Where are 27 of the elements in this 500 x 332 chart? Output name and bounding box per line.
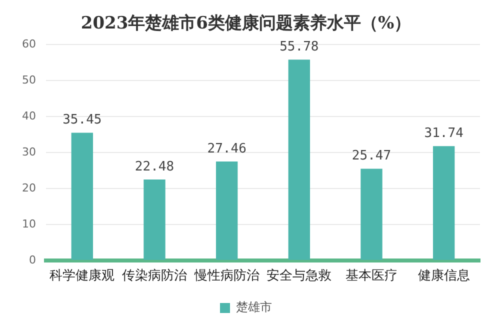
legend-label: 楚雄市 [236, 300, 272, 314]
bar [360, 168, 382, 260]
y-tick-label: 0 [28, 253, 36, 266]
y-tick-label: 10 [22, 217, 36, 230]
y-tick-label: 20 [22, 181, 36, 194]
x-tick-label: 传染病防治 [122, 268, 187, 284]
x-tick-label: 健康信息 [418, 268, 470, 284]
data-label: 27.46 [207, 141, 246, 156]
bar [71, 132, 94, 260]
y-tick-label: 50 [22, 73, 36, 86]
x-tick-label: 科学健康观 [50, 268, 115, 284]
bar [288, 60, 310, 260]
chart-title: 2023年楚雄市6类健康问题素养水平（%） [80, 14, 412, 34]
y-tick-label: 60 [22, 37, 36, 50]
x-tick-label: 基本医疗 [346, 268, 398, 284]
data-label: 22.48 [134, 159, 174, 174]
x-tick-label: 安全与急救 [266, 268, 332, 284]
bar [144, 179, 166, 260]
y-tick-label: 30 [22, 145, 36, 158]
data-label: 35.45 [62, 112, 102, 128]
x-tick-label: 慢性病防治 [193, 268, 260, 284]
bar [432, 146, 455, 260]
data-label: 31.74 [424, 126, 464, 142]
data-label: 25.47 [352, 148, 392, 164]
y-tick-label: 40 [22, 109, 36, 122]
data-label: 55.78 [280, 39, 319, 54]
bar [216, 162, 238, 260]
